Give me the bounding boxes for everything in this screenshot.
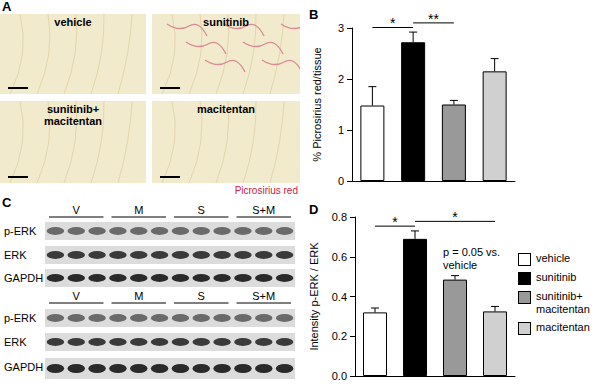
svg-text:Intensity p-ERK / ERK: Intensity p-ERK / ERK <box>308 242 320 351</box>
svg-text:S+M: S+M <box>252 204 275 216</box>
svg-text:M: M <box>134 204 143 216</box>
svg-text:0: 0 <box>338 175 344 187</box>
svg-text:p-ERK: p-ERK <box>4 225 37 237</box>
svg-text:*: * <box>452 209 458 225</box>
svg-text:vehicle: vehicle <box>54 16 91 28</box>
svg-text:2: 2 <box>338 73 344 85</box>
svg-text:0.8: 0.8 <box>332 211 347 223</box>
svg-text:S+M: S+M <box>252 290 275 302</box>
svg-text:B: B <box>309 7 318 22</box>
svg-text:p = 0.05 vs.: p = 0.05 vs. <box>443 246 503 258</box>
svg-text:sunitinib+macitentan: sunitinib+macitentan <box>44 103 102 127</box>
svg-text:p-ERK: p-ERK <box>4 312 37 324</box>
svg-text:1: 1 <box>338 124 344 136</box>
html-text:vehicle: vehicle <box>536 252 571 264</box>
svg-text:GAPDH: GAPDH <box>4 272 43 284</box>
svg-text:vehicle: vehicle <box>443 259 477 271</box>
svg-text:3: 3 <box>338 22 344 34</box>
svg-text:% Picrosirius red/tissue: % Picrosirius red/tissue <box>311 47 323 161</box>
svg-text:**: ** <box>428 11 439 27</box>
svg-text:GAPDH: GAPDH <box>4 361 43 373</box>
svg-text:*: * <box>390 15 396 31</box>
svg-text:0.6: 0.6 <box>332 251 347 263</box>
svg-text:macitentan: macitentan <box>197 103 255 115</box>
svg-text:0.4: 0.4 <box>332 291 347 303</box>
svg-text:S: S <box>198 204 205 216</box>
svg-text:V: V <box>73 204 81 216</box>
html-text:sunitinib: sunitinib <box>536 271 577 283</box>
html-text:sunitinib+ macitentan: sunitinib+ macitentan <box>536 290 590 315</box>
svg-text:ERK: ERK <box>4 336 27 348</box>
svg-text:0.0: 0.0 <box>332 370 347 382</box>
svg-text:0.2: 0.2 <box>332 330 347 342</box>
svg-text:Picrosirius red: Picrosirius red <box>235 185 298 196</box>
html-text:macitentan: macitentan <box>536 321 590 333</box>
svg-text:sunitinib: sunitinib <box>203 16 249 28</box>
svg-text:D: D <box>309 202 318 217</box>
svg-text:S: S <box>198 290 205 302</box>
svg-text:V: V <box>73 290 81 302</box>
svg-text:A: A <box>2 0 12 14</box>
svg-text:ERK: ERK <box>4 249 27 261</box>
svg-text:*: * <box>392 214 398 230</box>
svg-text:M: M <box>134 290 143 302</box>
svg-text:C: C <box>2 195 12 210</box>
